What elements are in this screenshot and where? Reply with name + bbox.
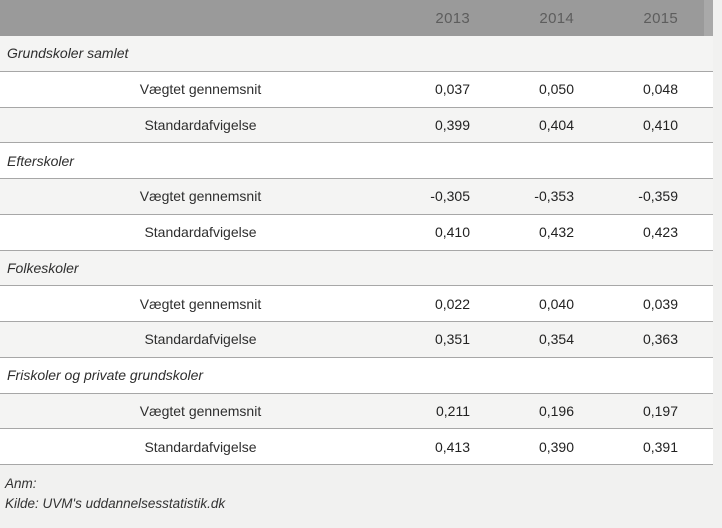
row-standardafvigelse: Standardafvigelse 0,399 0,404 0,410 [0, 107, 713, 144]
row-vaegtet-gennemsnit: Vægtet gennemsnit 0,022 0,040 0,039 [0, 286, 713, 322]
row-label: Standardafvigelse [144, 331, 257, 348]
value-2015: 0,048 [642, 81, 678, 98]
column-header-2015: 2015 [643, 9, 678, 27]
table-footnotes: Anm: Kilde: UVM's uddannelsesstatistik.d… [0, 465, 722, 528]
row-vaegtet-gennemsnit: Vægtet gennemsnit 0,211 0,196 0,197 [0, 393, 713, 430]
row-standardafvigelse: Standardafvigelse 0,410 0,432 0,423 [0, 214, 713, 251]
value-2013: 0,410 [434, 224, 470, 241]
row-label: Vægtet gennemsnit [139, 295, 262, 312]
value-2015: 0,363 [642, 331, 678, 348]
value-2014: 0,354 [538, 331, 574, 348]
value-2015: 0,039 [642, 295, 678, 312]
table-header-row: 2013 2014 2015 [0, 0, 713, 36]
note-label: Anm: [5, 476, 37, 491]
section-title: Friskoler og private grundskoler [7, 367, 204, 384]
section-friskoler-og-private-grundskoler: Friskoler og private grundskoler [0, 357, 713, 394]
row-label: Vægtet gennemsnit [139, 402, 262, 419]
value-2014: 0,050 [538, 81, 574, 98]
value-2014: 0,404 [538, 116, 574, 133]
value-2015: 0,423 [642, 224, 678, 241]
row-label: Standardafvigelse [144, 116, 257, 133]
value-2015: -0,359 [638, 188, 678, 205]
value-2014: -0,353 [534, 188, 574, 205]
section-grundskoler-samlet: Grundskoler samlet [0, 36, 713, 72]
value-2015: 0,410 [642, 116, 678, 133]
section-efterskoler: Efterskoler [0, 143, 713, 179]
column-header-2014: 2014 [539, 9, 574, 27]
row-label: Standardafvigelse [144, 438, 257, 455]
section-title: Efterskoler [7, 152, 74, 169]
value-2013: 0,022 [434, 295, 470, 312]
row-standardafvigelse: Standardafvigelse 0,351 0,354 0,363 [0, 322, 713, 358]
value-2015: 0,391 [642, 438, 678, 455]
value-2013: -0,305 [430, 188, 470, 205]
row-vaegtet-gennemsnit: Vægtet gennemsnit 0,037 0,050 0,048 [0, 71, 713, 108]
value-2014: 0,432 [538, 224, 574, 241]
row-label: Vægtet gennemsnit [139, 81, 262, 98]
value-2013: 0,351 [434, 331, 470, 348]
row-standardafvigelse: Standardafvigelse 0,413 0,390 0,391 [0, 429, 713, 465]
row-label: Standardafvigelse [144, 224, 257, 241]
value-2015: 0,197 [642, 402, 678, 419]
value-2014: 0,390 [538, 438, 574, 455]
section-title: Folkeskoler [7, 259, 79, 276]
source-text: Kilde: UVM's uddannelsesstatistik.dk [5, 496, 226, 511]
value-2013: 0,413 [434, 438, 470, 455]
value-2013: 0,037 [434, 81, 470, 98]
value-2013: 0,399 [434, 116, 470, 133]
value-2014: 0,040 [538, 295, 574, 312]
row-label: Vægtet gennemsnit [139, 188, 262, 205]
section-title: Grundskoler samlet [7, 45, 129, 62]
row-vaegtet-gennemsnit: Vægtet gennemsnit -0,305 -0,353 -0,359 [0, 179, 713, 215]
column-header-2013: 2013 [435, 9, 470, 27]
value-2013: 0,211 [436, 402, 470, 419]
section-folkeskoler: Folkeskoler [0, 250, 713, 287]
value-2014: 0,196 [538, 402, 574, 419]
